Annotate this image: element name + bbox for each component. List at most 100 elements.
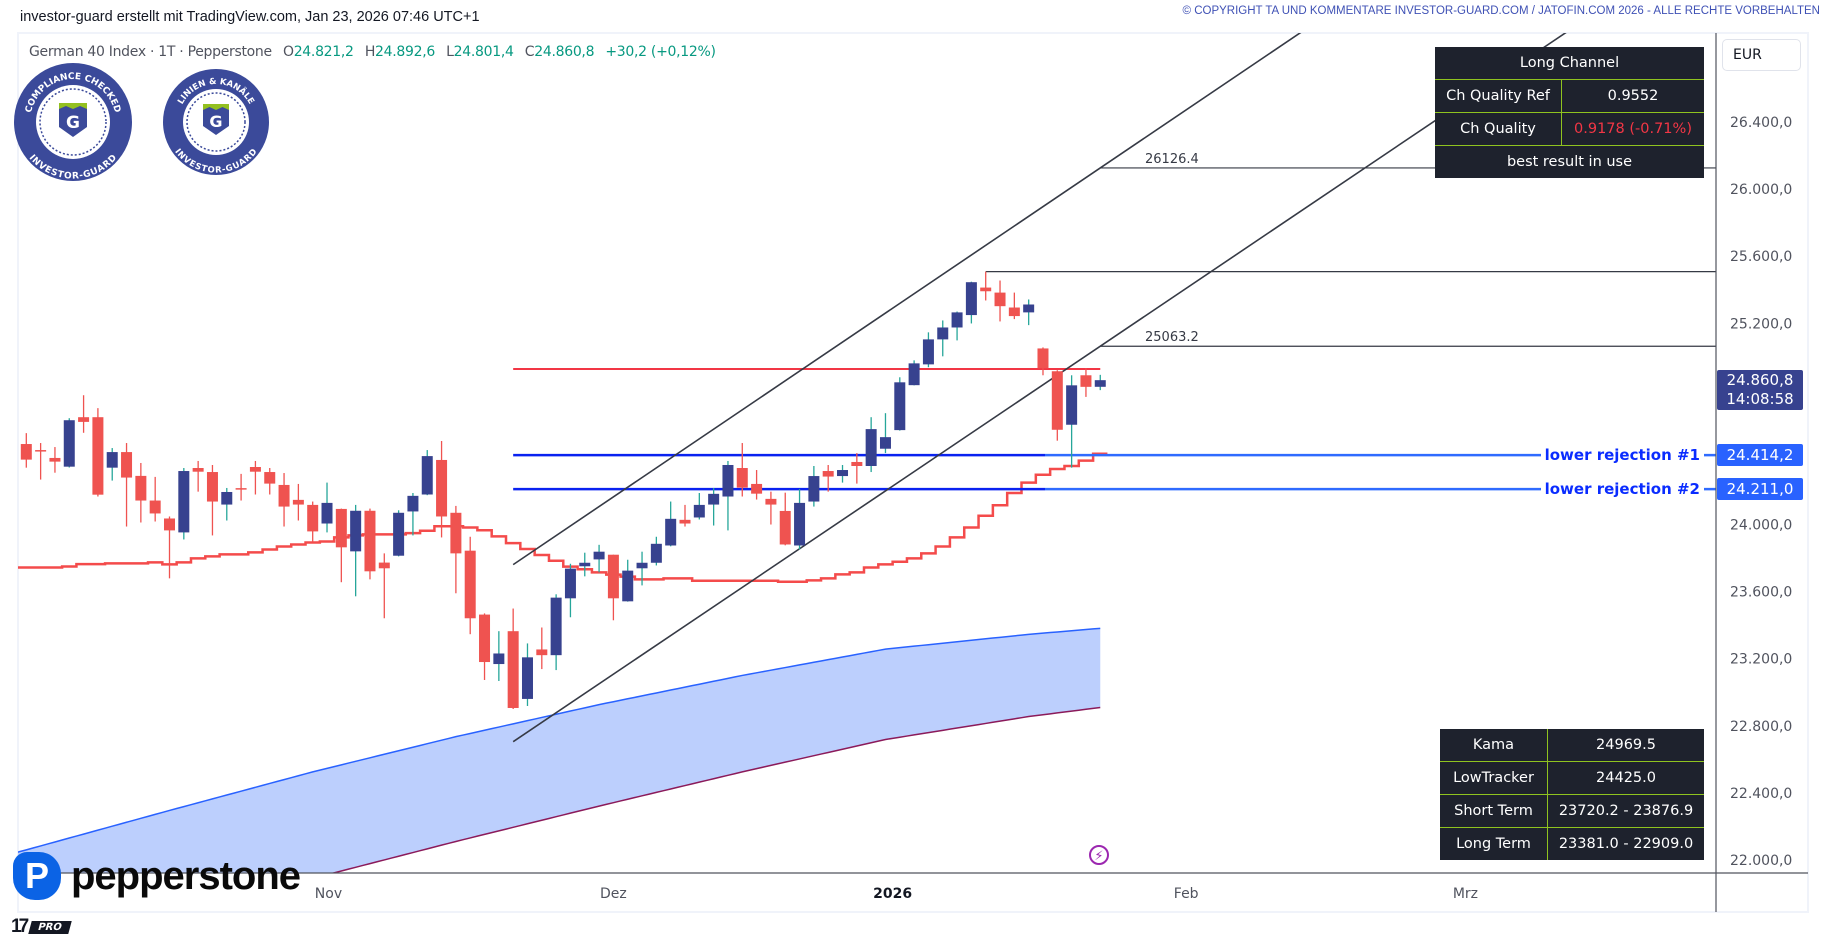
chart-frame [17,32,1809,913]
candle-body [593,551,605,560]
indicator-stats-table: Kama 24969.5 LowTracker 24425.0 Short Term… [1440,729,1704,860]
time-tick-label: Feb [1174,886,1199,902]
candle-body [607,554,619,599]
level-label: 25063.2 [1145,330,1199,345]
candle-body [493,653,505,665]
table-row: Kama 24969.5 [1440,729,1704,762]
candle-body [206,472,218,502]
pepperstone-wordmark: pepperstone [71,853,301,898]
row-label: Short Term [1440,794,1548,828]
candle-body [106,452,118,468]
open-label: O [282,44,294,60]
candle-body [436,459,448,517]
candle-body [507,631,519,708]
tradingview-logo: 17 PRO [11,916,72,938]
row-value: 23720.2 - 23876.9 [1547,794,1704,828]
candle-body [708,493,720,505]
price-tick-label: 25.200,0 [1730,316,1792,332]
time-axis[interactable]: Nov Dez 2026 Feb Mrz [315,886,1478,902]
candle-body [851,461,863,466]
price-tick-label: 23.600,0 [1730,585,1792,601]
candle-body [292,499,304,505]
candle-body [908,363,920,386]
pepperstone-logo: P pepperstone [13,852,301,900]
high-label: H [364,44,376,60]
candle-body [765,498,777,505]
candle-body [464,550,476,619]
row-label: Ch Quality [1435,112,1562,146]
table-row: Ch Quality 0.9178 (-0.71%) [1435,112,1704,146]
candle-body [178,471,190,533]
candle-body [321,502,333,524]
candle-body [751,483,763,494]
candle-body [650,543,662,563]
price-axis[interactable]: 26.400,0 26.000,0 25.600,0 25.200,0 24.000,0… [1730,115,1792,869]
level-label: 26126.4 [1145,152,1199,167]
row-value: 24969.5 [1547,729,1704,762]
row-label: Ch Quality Ref [1435,79,1562,113]
time-tick-label: Nov [315,886,342,902]
lightning-icon[interactable]: ⚡ [1089,845,1109,865]
pro-badge: PRO [28,920,72,934]
lower-rejection-2-label: lower rejection #2 [1540,479,1704,500]
price-tick-label: 22.000,0 [1730,853,1792,869]
candle-body [350,510,362,552]
tradingview-mark: 17 [11,916,29,937]
table-footer: best result in use [1435,145,1704,178]
linien-kanaele-badge: G LINIEN & KANÄLE INVESTOR-GUARD [163,69,269,176]
candle-body [163,518,175,531]
candle-body [307,504,319,532]
candle-body [235,488,247,490]
row-label: LowTracker [1440,761,1548,795]
long-channel-table: Long Channel Ch Quality Ref 0.9552 Ch Qua… [1435,47,1704,178]
candle-body [679,519,691,524]
candle-body [278,484,290,507]
cloud-lower-line [330,706,1101,873]
candle-body [192,468,204,472]
row-label: Kama [1440,729,1548,762]
rejection-2-price-badge: 24.211,0 [1717,478,1803,501]
symbol-legend[interactable]: German 40 Index · 1T · Pepperstone O24.8… [29,44,716,60]
low-value: 24.801,4 [453,44,514,60]
rejection-1-price-badge: 24.414,2 [1717,444,1803,467]
candle-body [78,417,90,422]
price-tick-label: 23.200,0 [1730,652,1792,668]
candle-body [937,327,949,340]
candle-body [722,464,734,497]
price-tick-label: 25.600,0 [1730,249,1792,265]
candle-body [1066,385,1078,425]
low-label: L [446,44,454,60]
close-label: C [524,44,535,60]
row-value: 0.9552 [1561,79,1704,113]
low-tracker-step-line [18,452,1108,583]
currency-selector[interactable]: EUR [1722,39,1801,71]
table-row: Short Term 23720.2 - 23876.9 [1440,794,1704,828]
candle-body [450,512,462,554]
table-row: Long Term 23381.0 - 22909.0 [1440,827,1704,860]
pepperstone-icon: P [13,852,61,900]
candle-body [1094,380,1106,387]
candle-body [1080,375,1092,387]
candle-body [894,382,906,431]
candle-body [1023,304,1035,313]
candle-body [794,502,806,546]
time-tick-label: Dez [600,886,627,902]
candle-body [1037,348,1049,369]
candle-body [364,510,376,572]
candle-body [951,312,963,328]
table-title: Long Channel [1435,47,1704,80]
change-value: +30,2 (+0,12%) [605,44,716,60]
candle-body [980,287,992,292]
table-row: Ch Quality Ref 0.9552 [1435,79,1704,113]
candle-body [636,562,648,569]
candle-body [479,614,491,663]
chart-title: investor-guard erstellt mit TradingView.… [20,9,480,25]
row-value: 0.9178 (-0.71%) [1561,112,1704,146]
candle-body [49,457,61,462]
candle-body [1008,307,1020,317]
candle-body [335,508,347,548]
price-tick-label: 26.000,0 [1730,182,1792,198]
price-tick-label: 24.000,0 [1730,518,1792,534]
candle-body [693,504,705,518]
